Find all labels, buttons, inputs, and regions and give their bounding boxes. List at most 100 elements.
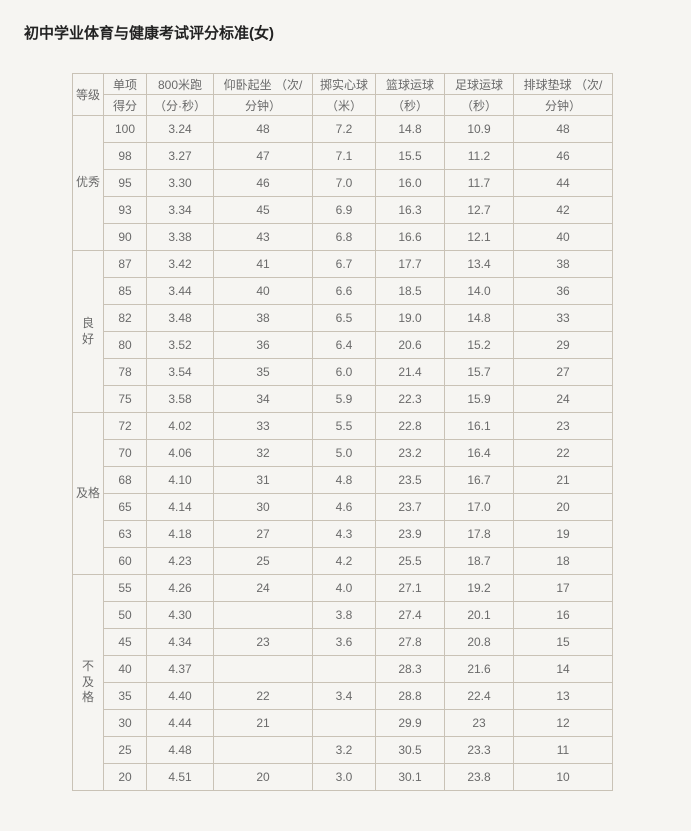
cell-solid: 4.8 bbox=[313, 467, 376, 494]
cell-foot: 12.1 bbox=[445, 224, 514, 251]
cell-solid: 6.6 bbox=[313, 278, 376, 305]
score-table: 等级 单项 800米跑 仰卧起坐 （次/ 掷实心球 篮球运球 足球运球 排球垫球… bbox=[72, 73, 613, 791]
cell-score: 65 bbox=[104, 494, 147, 521]
cell-situp: 48 bbox=[214, 116, 313, 143]
grade-cell: 良 好 bbox=[73, 251, 104, 413]
table-row: 优秀1003.24487.214.810.948 bbox=[73, 116, 613, 143]
cell-foot: 16.1 bbox=[445, 413, 514, 440]
table-row: 354.40223.428.822.413 bbox=[73, 683, 613, 710]
cell-solid: 5.9 bbox=[313, 386, 376, 413]
cell-bask: 15.5 bbox=[376, 143, 445, 170]
cell-run800: 3.27 bbox=[147, 143, 214, 170]
col-solid-header-2: （米） bbox=[313, 95, 376, 116]
cell-run800: 3.52 bbox=[147, 332, 214, 359]
grade-cell: 及格 bbox=[73, 413, 104, 575]
cell-run800: 3.30 bbox=[147, 170, 214, 197]
cell-voll: 14 bbox=[514, 656, 613, 683]
cell-situp bbox=[214, 737, 313, 764]
cell-foot: 10.9 bbox=[445, 116, 514, 143]
table-row: 803.52366.420.615.229 bbox=[73, 332, 613, 359]
cell-run800: 3.58 bbox=[147, 386, 214, 413]
cell-score: 75 bbox=[104, 386, 147, 413]
cell-foot: 21.6 bbox=[445, 656, 514, 683]
cell-voll: 44 bbox=[514, 170, 613, 197]
cell-foot: 17.0 bbox=[445, 494, 514, 521]
cell-solid: 6.8 bbox=[313, 224, 376, 251]
cell-situp: 22 bbox=[214, 683, 313, 710]
cell-run800: 4.14 bbox=[147, 494, 214, 521]
page-title: 初中学业体育与健康考试评分标准(女) bbox=[24, 22, 669, 43]
cell-bask: 30.1 bbox=[376, 764, 445, 791]
cell-foot: 18.7 bbox=[445, 548, 514, 575]
cell-run800: 3.54 bbox=[147, 359, 214, 386]
cell-situp: 43 bbox=[214, 224, 313, 251]
cell-bask: 16.6 bbox=[376, 224, 445, 251]
cell-solid: 6.5 bbox=[313, 305, 376, 332]
cell-solid: 6.9 bbox=[313, 197, 376, 224]
cell-run800: 4.26 bbox=[147, 575, 214, 602]
cell-situp: 40 bbox=[214, 278, 313, 305]
cell-voll: 23 bbox=[514, 413, 613, 440]
table-row: 634.18274.323.917.819 bbox=[73, 521, 613, 548]
cell-score: 40 bbox=[104, 656, 147, 683]
cell-score: 35 bbox=[104, 683, 147, 710]
cell-bask: 23.2 bbox=[376, 440, 445, 467]
cell-voll: 46 bbox=[514, 143, 613, 170]
cell-solid: 4.3 bbox=[313, 521, 376, 548]
cell-run800: 3.44 bbox=[147, 278, 214, 305]
cell-solid: 3.6 bbox=[313, 629, 376, 656]
cell-bask: 28.3 bbox=[376, 656, 445, 683]
cell-score: 60 bbox=[104, 548, 147, 575]
col-voll-header-2: 分钟） bbox=[514, 95, 613, 116]
cell-situp: 31 bbox=[214, 467, 313, 494]
cell-solid bbox=[313, 656, 376, 683]
table-row: 454.34233.627.820.815 bbox=[73, 629, 613, 656]
cell-solid: 7.0 bbox=[313, 170, 376, 197]
cell-run800: 4.02 bbox=[147, 413, 214, 440]
cell-run800: 3.42 bbox=[147, 251, 214, 278]
cell-situp: 46 bbox=[214, 170, 313, 197]
col-foot-header-2: （秒） bbox=[445, 95, 514, 116]
cell-bask: 22.3 bbox=[376, 386, 445, 413]
cell-score: 87 bbox=[104, 251, 147, 278]
cell-run800: 4.30 bbox=[147, 602, 214, 629]
cell-foot: 11.7 bbox=[445, 170, 514, 197]
cell-run800: 4.37 bbox=[147, 656, 214, 683]
cell-foot: 20.1 bbox=[445, 602, 514, 629]
table-row: 953.30467.016.011.744 bbox=[73, 170, 613, 197]
cell-voll: 21 bbox=[514, 467, 613, 494]
cell-bask: 29.9 bbox=[376, 710, 445, 737]
cell-bask: 16.3 bbox=[376, 197, 445, 224]
cell-solid bbox=[313, 710, 376, 737]
cell-situp: 47 bbox=[214, 143, 313, 170]
cell-foot: 15.2 bbox=[445, 332, 514, 359]
cell-solid: 4.0 bbox=[313, 575, 376, 602]
table-body: 优秀1003.24487.214.810.948983.27477.115.51… bbox=[73, 116, 613, 791]
col-grade-header: 等级 bbox=[73, 74, 104, 116]
cell-run800: 4.23 bbox=[147, 548, 214, 575]
table-row: 853.44406.618.514.036 bbox=[73, 278, 613, 305]
table-row: 404.37 28.321.614 bbox=[73, 656, 613, 683]
col-800-header-2: （分·秒） bbox=[147, 95, 214, 116]
cell-bask: 20.6 bbox=[376, 332, 445, 359]
cell-voll: 17 bbox=[514, 575, 613, 602]
cell-run800: 3.34 bbox=[147, 197, 214, 224]
cell-bask: 28.8 bbox=[376, 683, 445, 710]
cell-run800: 3.48 bbox=[147, 305, 214, 332]
cell-bask: 18.5 bbox=[376, 278, 445, 305]
cell-run800: 3.24 bbox=[147, 116, 214, 143]
cell-situp: 30 bbox=[214, 494, 313, 521]
cell-foot: 17.8 bbox=[445, 521, 514, 548]
cell-solid: 5.0 bbox=[313, 440, 376, 467]
table-row: 504.303.827.420.116 bbox=[73, 602, 613, 629]
cell-situp: 34 bbox=[214, 386, 313, 413]
cell-foot: 22.4 bbox=[445, 683, 514, 710]
cell-voll: 38 bbox=[514, 251, 613, 278]
cell-voll: 22 bbox=[514, 440, 613, 467]
cell-run800: 4.34 bbox=[147, 629, 214, 656]
cell-solid: 4.6 bbox=[313, 494, 376, 521]
cell-solid: 6.7 bbox=[313, 251, 376, 278]
cell-situp: 24 bbox=[214, 575, 313, 602]
col-score-header-2: 得分 bbox=[104, 95, 147, 116]
cell-situp: 23 bbox=[214, 629, 313, 656]
